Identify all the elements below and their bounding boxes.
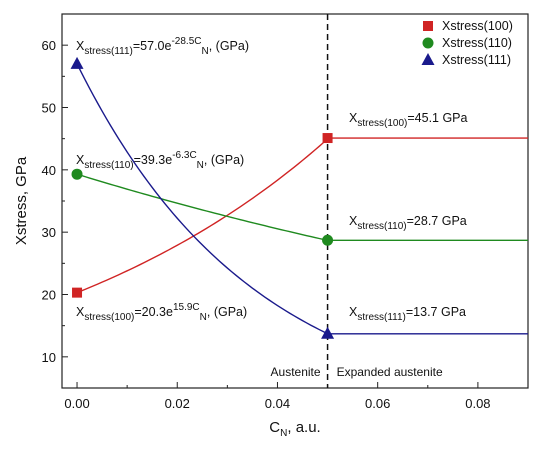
legend-marker: [421, 53, 435, 65]
formula-label: Xstress(110)=39.3e-6.3CN, (GPa): [76, 150, 244, 171]
series-xstress110: [71, 168, 528, 246]
series-xstress100: [72, 133, 528, 298]
legend-marker: [422, 37, 434, 49]
region-label-austenite: Austenite: [271, 365, 321, 379]
data-point: [71, 168, 83, 180]
data-point: [322, 133, 333, 144]
x-tick-label: 0.04: [265, 396, 290, 411]
value-label: Xstress(111)=13.7 GPa: [349, 305, 466, 323]
data-point: [321, 326, 335, 339]
region-label-expanded-austenite: Expanded austenite: [337, 365, 443, 379]
y-tick-label: 40: [42, 163, 56, 178]
x-tick-label: 0.00: [64, 396, 89, 411]
legend-label: Xstress(111): [442, 53, 511, 67]
axes: 0.00 0.02 0.04 0.06 0.08 10 20 30 40 50 60 CN, a.u.…: [13, 13, 529, 439]
y-axis-title: Xstress, GPa: [13, 156, 30, 245]
y-tick-label: 10: [42, 350, 56, 365]
x-axis-title: CN, a.u.: [269, 419, 320, 439]
series-xstress111: [70, 56, 528, 339]
y-tick-label: 50: [42, 101, 56, 116]
series-curve: [76, 63, 328, 335]
data-point: [70, 56, 84, 69]
value-label: Xstress(110)=28.7 GPa: [349, 214, 467, 232]
y-tick-label: 20: [42, 288, 56, 303]
legend-label: Xstress(100): [442, 19, 513, 33]
formula-label: Xstress(111)=57.0e-28.5CN, (GPa): [76, 36, 249, 57]
y-tick-label: 60: [42, 38, 56, 53]
plot-marks: [70, 56, 528, 339]
series-curve: [76, 173, 328, 242]
data-point: [72, 287, 83, 298]
data-point: [322, 234, 334, 246]
value-label: Xstress(100)=45.1 GPa: [349, 111, 468, 129]
series-curve: [76, 138, 329, 294]
y-tick-label: 30: [42, 225, 56, 240]
annotations: Xstress(100)=20.3e15.9CN, (GPa) Xstress(1…: [76, 36, 468, 323]
formula-label: Xstress(100)=20.3e15.9CN, (GPa): [76, 302, 247, 323]
legend-marker: [423, 21, 433, 31]
plot-frame: [61, 13, 529, 389]
legend: Xstress(100) Xstress(110) Xstress(111): [421, 19, 513, 67]
x-tick-label: 0.08: [465, 396, 490, 411]
legend-label: Xstress(110): [442, 36, 512, 50]
x-tick-label: 0.02: [165, 396, 190, 411]
x-tick-label: 0.06: [365, 396, 390, 411]
